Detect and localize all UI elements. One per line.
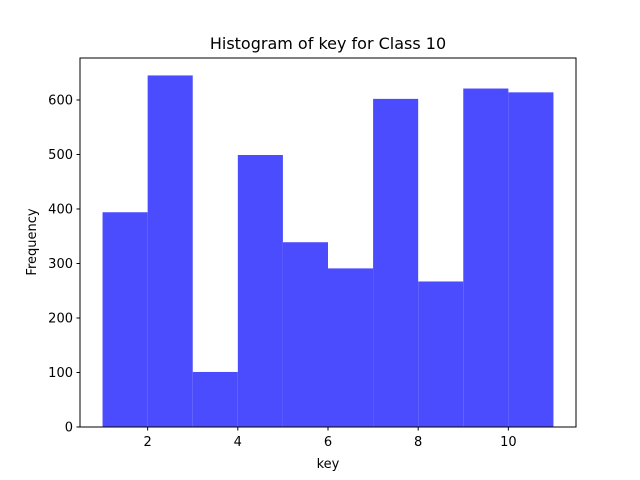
bar <box>192 371 238 427</box>
bar <box>373 98 419 427</box>
bar <box>463 88 509 428</box>
chart-title: Histogram of key for Class 10 <box>210 34 446 53</box>
y-tick-label: 100 <box>48 366 73 381</box>
y-tick-label: 600 <box>48 93 73 108</box>
y-tick-label: 200 <box>48 311 73 326</box>
x-tick-label: 8 <box>414 435 422 450</box>
bar <box>237 155 283 427</box>
x-tick-label: 4 <box>234 435 242 450</box>
y-axis-label: Frequency <box>25 208 40 275</box>
bar <box>147 75 193 428</box>
x-tick-label: 6 <box>324 435 332 450</box>
bar <box>282 242 328 427</box>
y-tick-label: 400 <box>48 202 73 217</box>
bar <box>328 268 374 427</box>
y-tick-label: 500 <box>48 148 73 163</box>
bar <box>102 212 148 427</box>
x-tick-label: 10 <box>500 435 517 450</box>
x-axis-label: key <box>317 457 340 472</box>
y-tick-label: 0 <box>65 421 73 436</box>
bar <box>508 92 554 427</box>
bar <box>418 281 464 427</box>
y-tick-label: 300 <box>48 257 73 272</box>
x-tick-label: 2 <box>143 435 151 450</box>
